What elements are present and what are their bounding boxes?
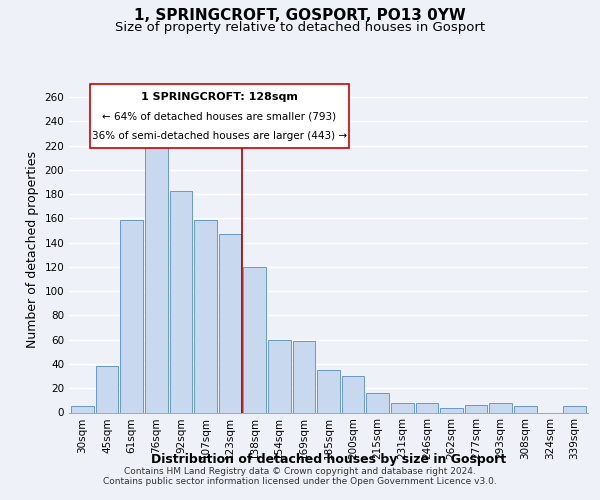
Bar — [514, 406, 536, 412]
Bar — [96, 366, 118, 412]
Bar — [145, 147, 167, 412]
Bar — [563, 406, 586, 412]
Text: ← 64% of detached houses are smaller (793): ← 64% of detached houses are smaller (79… — [103, 112, 337, 122]
Bar — [342, 376, 364, 412]
Bar — [416, 403, 438, 412]
Bar — [440, 408, 463, 412]
Text: 1, SPRINGCROFT, GOSPORT, PO13 0YW: 1, SPRINGCROFT, GOSPORT, PO13 0YW — [134, 8, 466, 22]
Y-axis label: Number of detached properties: Number of detached properties — [26, 152, 39, 348]
Bar — [219, 234, 241, 412]
Bar — [121, 220, 143, 412]
Bar — [293, 341, 315, 412]
Text: 36% of semi-detached houses are larger (443) →: 36% of semi-detached houses are larger (… — [92, 132, 347, 141]
FancyBboxPatch shape — [90, 84, 349, 148]
Bar — [170, 190, 192, 412]
Text: Size of property relative to detached houses in Gosport: Size of property relative to detached ho… — [115, 21, 485, 34]
Bar — [194, 220, 217, 412]
Bar — [465, 405, 487, 412]
Bar — [268, 340, 290, 412]
Bar — [490, 403, 512, 412]
Text: Contains public sector information licensed under the Open Government Licence v3: Contains public sector information licen… — [103, 477, 497, 486]
Text: Contains HM Land Registry data © Crown copyright and database right 2024.: Contains HM Land Registry data © Crown c… — [124, 467, 476, 476]
Text: Distribution of detached houses by size in Gosport: Distribution of detached houses by size … — [151, 452, 506, 466]
Bar — [244, 267, 266, 412]
Text: 1 SPRINGCROFT: 128sqm: 1 SPRINGCROFT: 128sqm — [141, 92, 298, 102]
Bar — [391, 403, 413, 412]
Bar — [317, 370, 340, 412]
Bar — [71, 406, 94, 412]
Bar — [367, 393, 389, 412]
